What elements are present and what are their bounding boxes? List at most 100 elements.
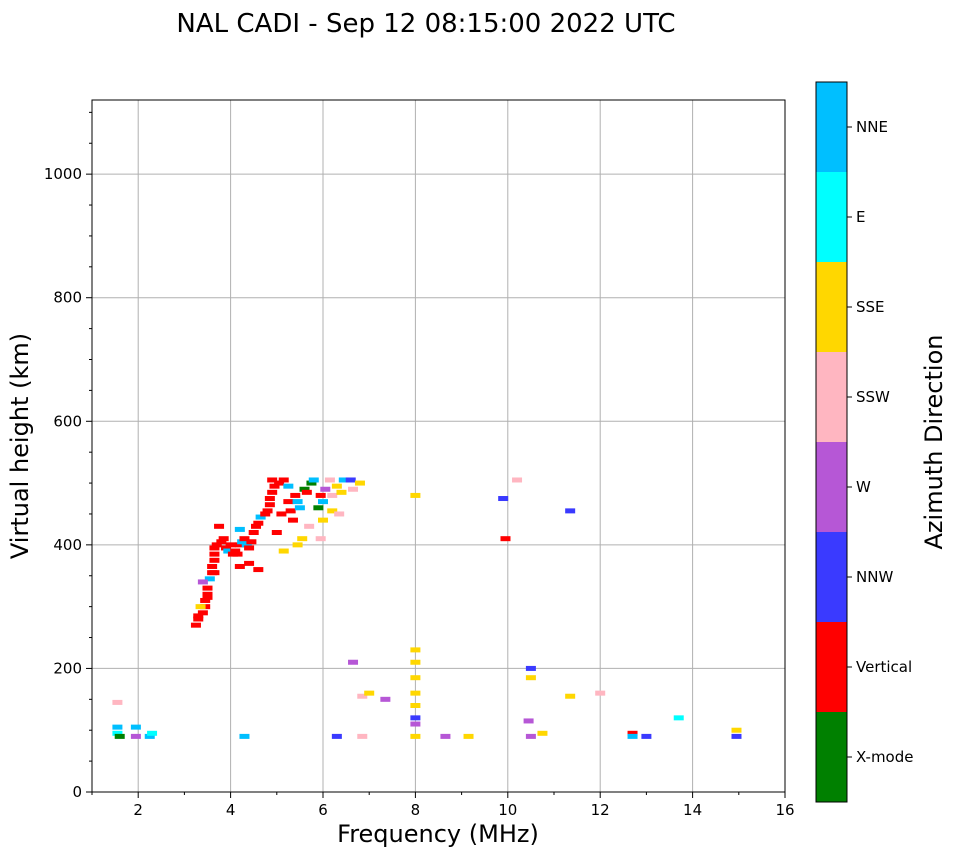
data-point bbox=[114, 733, 125, 739]
data-point bbox=[410, 492, 421, 498]
data-point bbox=[315, 536, 326, 542]
data-point bbox=[731, 733, 742, 739]
data-point bbox=[410, 647, 421, 653]
data-point bbox=[327, 508, 338, 514]
data-point bbox=[673, 715, 684, 721]
data-point bbox=[200, 597, 211, 603]
data-point bbox=[731, 727, 742, 733]
data-point bbox=[234, 563, 245, 569]
data-point bbox=[241, 542, 252, 548]
data-point bbox=[498, 496, 509, 502]
data-point bbox=[220, 545, 231, 551]
data-point bbox=[211, 542, 222, 548]
x-tick-label: 6 bbox=[318, 801, 328, 819]
data-point bbox=[216, 539, 227, 545]
colorbar-tick-label: E bbox=[856, 208, 865, 226]
x-tick-label: 16 bbox=[775, 801, 794, 819]
plot-frame bbox=[91, 99, 786, 793]
colorbar-tick-label: NNE bbox=[856, 118, 888, 136]
data-point bbox=[320, 486, 331, 492]
data-point bbox=[244, 560, 255, 566]
x-axis: 2 4 6 8 10 12 14 16 bbox=[91, 792, 795, 819]
data-point bbox=[234, 542, 245, 548]
data-point bbox=[285, 508, 296, 514]
data-point bbox=[410, 703, 421, 708]
data-point bbox=[364, 690, 375, 696]
data-point bbox=[274, 480, 285, 486]
data-point bbox=[627, 730, 638, 736]
colorbar: X-mode Vertical NNW W SSW SSE E NNE bbox=[815, 81, 913, 803]
data-point bbox=[595, 690, 606, 696]
data-point bbox=[112, 724, 123, 730]
data-point bbox=[209, 545, 220, 551]
data-point bbox=[269, 483, 280, 489]
data-point bbox=[260, 511, 271, 517]
data-point bbox=[204, 576, 215, 582]
data-point bbox=[301, 489, 312, 495]
data-point bbox=[251, 523, 262, 529]
data-point bbox=[262, 508, 273, 514]
colorbar-segment bbox=[816, 262, 847, 352]
y-tick-label: 1000 bbox=[44, 165, 82, 183]
colorbar-segment bbox=[816, 352, 847, 442]
data-point bbox=[299, 486, 310, 492]
chart-title: NAL CADI - Sep 12 08:15:00 2022 UTC bbox=[176, 9, 675, 39]
data-point bbox=[112, 699, 123, 705]
colorbar-tick-label: Vertical bbox=[856, 658, 912, 676]
data-point bbox=[304, 523, 315, 529]
data-point bbox=[410, 675, 421, 681]
data-point bbox=[512, 477, 523, 483]
data-point bbox=[130, 724, 141, 730]
data-point bbox=[345, 477, 356, 483]
data-point bbox=[410, 721, 421, 727]
colorbar-segment bbox=[816, 622, 847, 712]
data-point bbox=[410, 733, 421, 739]
plot-background bbox=[92, 100, 785, 792]
colorbar-segment bbox=[816, 82, 847, 172]
data-point bbox=[565, 693, 576, 699]
data-point bbox=[214, 523, 225, 529]
data-point bbox=[380, 696, 391, 702]
data-point bbox=[357, 733, 368, 739]
data-point bbox=[195, 604, 206, 610]
y-tick-label: 600 bbox=[53, 412, 82, 430]
data-point bbox=[202, 591, 213, 597]
data-point bbox=[130, 733, 141, 739]
x-tick-label: 2 bbox=[133, 801, 143, 819]
x-tick-label: 12 bbox=[591, 801, 610, 819]
data-point bbox=[334, 511, 345, 517]
data-point bbox=[223, 548, 234, 554]
data-point bbox=[225, 542, 236, 548]
y-tick-label: 200 bbox=[53, 659, 82, 677]
data-point bbox=[209, 570, 220, 576]
data-point bbox=[230, 548, 241, 554]
colorbar-label: Azimuth Direction bbox=[920, 335, 948, 550]
data-point bbox=[525, 675, 536, 681]
data-point bbox=[276, 511, 287, 517]
colorbar-tick-label: NNW bbox=[856, 568, 893, 586]
data-point bbox=[297, 536, 308, 542]
data-point bbox=[306, 480, 317, 486]
data-point bbox=[267, 489, 278, 495]
data-point bbox=[283, 483, 294, 489]
data-point bbox=[253, 567, 264, 573]
data-point bbox=[523, 718, 534, 724]
data-point bbox=[197, 610, 208, 616]
x-tick-label: 8 bbox=[411, 801, 421, 819]
y-axis: 0 200 400 600 800 1000 bbox=[44, 111, 92, 801]
x-axis-label: Frequency (MHz) bbox=[337, 820, 539, 848]
data-point bbox=[144, 733, 155, 739]
data-point bbox=[264, 502, 275, 508]
data-point bbox=[525, 733, 536, 739]
data-point bbox=[410, 715, 421, 721]
data-point bbox=[271, 530, 282, 535]
colorbar-frame bbox=[815, 81, 848, 803]
data-point bbox=[318, 499, 328, 505]
data-point bbox=[336, 489, 347, 495]
data-point bbox=[278, 548, 289, 554]
data-point bbox=[147, 730, 158, 736]
colorbar-tick-label: SSE bbox=[856, 298, 885, 316]
data-point bbox=[197, 579, 208, 585]
y-tick-label: 400 bbox=[53, 536, 82, 554]
data-point bbox=[193, 616, 204, 622]
